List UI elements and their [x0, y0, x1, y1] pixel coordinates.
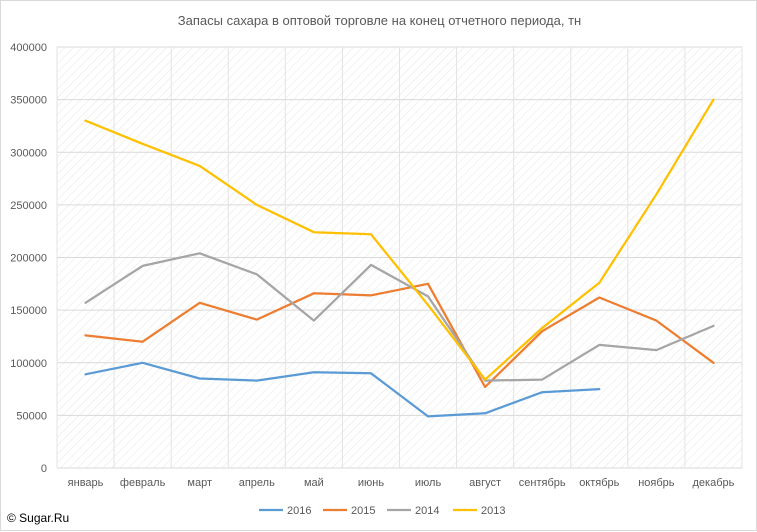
x-tick-label-10: ноябрь	[638, 477, 675, 489]
x-tick-label-0: январь	[68, 477, 104, 489]
series-line-2013	[84, 98, 715, 381]
y-tick-label-7: 350000	[10, 95, 47, 107]
y-tick-label-6: 300000	[10, 147, 47, 159]
y-tick-label-0: 0	[41, 463, 47, 475]
x-tick-label-2: март	[187, 477, 212, 489]
y-tick-label-5: 250000	[10, 200, 47, 212]
legend-label-2016: 2016	[287, 505, 311, 517]
x-tick-label-8: сентябрь	[519, 477, 566, 489]
legend-label-2014: 2014	[415, 505, 439, 517]
x-tick-label-6: июль	[415, 477, 442, 489]
series-line-2016	[84, 361, 601, 418]
y-tick-label-1: 50000	[16, 410, 47, 422]
series-line-2015	[84, 282, 715, 389]
y-tick-label-3: 150000	[10, 305, 47, 317]
series-line-2014	[84, 252, 715, 382]
legend-label-2015: 2015	[351, 505, 375, 517]
x-tick-label-4: май	[304, 477, 324, 489]
copyright-text: © Sugar.Ru	[7, 511, 70, 525]
x-tick-label-5: июнь	[358, 477, 384, 489]
y-tick-label-8: 400000	[10, 42, 47, 54]
x-tick-label-3: апрель	[239, 477, 275, 489]
y-tick-label-4: 200000	[10, 253, 47, 265]
x-tick-label-1: февраль	[120, 477, 166, 489]
legend-label-2013: 2013	[481, 505, 505, 517]
chart-title: Запасы сахара в оптовой торговле на коне…	[177, 13, 582, 28]
x-tick-label-7: август	[469, 477, 501, 489]
x-tick-label-9: октябрь	[579, 477, 619, 489]
y-tick-label-2: 100000	[10, 358, 47, 370]
x-tick-label-11: декабрь	[693, 477, 735, 489]
